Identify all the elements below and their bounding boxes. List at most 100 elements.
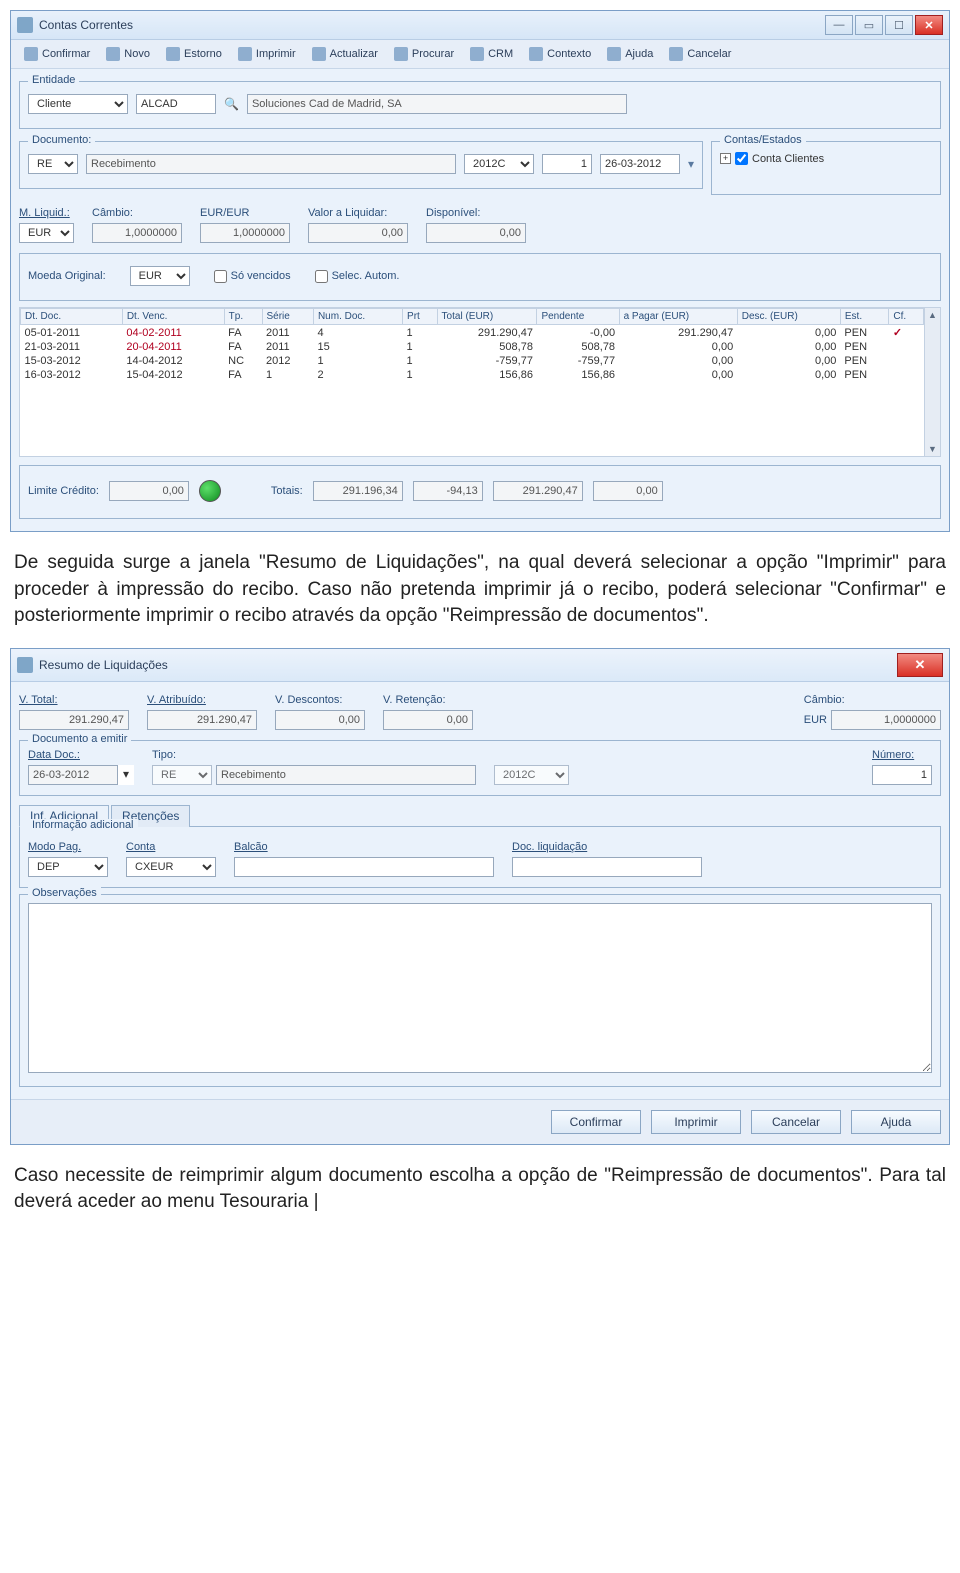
documento-emitir-group: Documento a emitir Data Doc.: ▾ Tipo: RE… <box>19 740 941 796</box>
valor-liquidar-label: Valor a Liquidar: <box>308 207 408 219</box>
search-icon[interactable]: 🔍 <box>224 97 239 111</box>
column-header[interactable]: a Pagar (EUR) <box>619 309 737 325</box>
column-header[interactable]: Série <box>262 309 313 325</box>
filtros-group: Moeda Original: EUR Só vencidos Selec. A… <box>19 253 941 301</box>
restore-button[interactable]: ▭ <box>855 15 883 35</box>
vret-field <box>383 710 473 730</box>
so-vencidos-checkbox[interactable]: Só vencidos <box>214 270 291 283</box>
scrollbar[interactable]: ▲ ▼ <box>924 308 940 456</box>
close-button[interactable]: ✕ <box>897 653 943 677</box>
disponivel-field <box>426 223 526 243</box>
table-row[interactable]: 16-03-201215-04-2012FA121156,86156,860,0… <box>21 368 924 382</box>
column-header[interactable]: Num. Doc. <box>313 309 402 325</box>
column-header[interactable]: Dt. Doc. <box>21 309 123 325</box>
tabs: Inf. Adicional Retenções <box>19 804 941 827</box>
documents-table[interactable]: Dt. Doc.Dt. Venc.Tp.SérieNum. Doc.PrtTot… <box>20 308 924 382</box>
mliquid-select[interactable]: EUR <box>19 223 74 243</box>
data-doc-label: Data Doc.: <box>28 749 134 761</box>
column-header[interactable]: Est. <box>840 309 889 325</box>
estorno-icon <box>166 47 180 61</box>
doc-periodo-select[interactable]: 2012C <box>464 154 534 174</box>
modo-pag-select[interactable]: DEP <box>28 857 108 877</box>
minimize-button[interactable]: — <box>825 15 853 35</box>
doc-liq-input[interactable] <box>512 857 702 877</box>
info-adicional-group: Informação adicional Modo Pag. DEP Conta… <box>19 827 941 888</box>
balcao-input[interactable] <box>234 857 494 877</box>
total-3-field <box>493 481 583 501</box>
toolbar: ConfirmarNovoEstornoImprimirActualizarPr… <box>11 40 949 69</box>
valor-liquidar-field <box>308 223 408 243</box>
context-icon <box>529 47 543 61</box>
column-header[interactable]: Dt. Venc. <box>122 309 224 325</box>
vret-label: V. Retenção: <box>383 694 473 706</box>
cambio2-field <box>831 710 941 730</box>
doc-liq-label: Doc. liquidação <box>512 841 702 853</box>
titlebar[interactable]: Resumo de Liquidações ✕ <box>11 649 949 682</box>
tree-label: Conta Clientes <box>752 153 824 165</box>
column-header[interactable]: Prt <box>403 309 438 325</box>
column-header[interactable]: Total (EUR) <box>437 309 537 325</box>
modo-pag-label: Modo Pag. <box>28 841 108 853</box>
contexto-button[interactable]: Contexto <box>522 44 598 64</box>
vdesc-field <box>275 710 365 730</box>
cancelar-button[interactable]: Cancelar <box>662 44 738 64</box>
procurar-button[interactable]: Procurar <box>387 44 461 64</box>
maximize-button[interactable]: ☐ <box>885 15 913 35</box>
column-header[interactable]: Cf. <box>889 309 924 325</box>
conta-select[interactable]: CXEUR <box>126 857 216 877</box>
data-doc-field[interactable] <box>28 765 118 785</box>
resumo-liquidacoes-window: Resumo de Liquidações ✕ V. Total: V. Atr… <box>10 648 950 1145</box>
total-2-field <box>413 481 483 501</box>
column-header[interactable]: Desc. (EUR) <box>737 309 840 325</box>
crm-icon <box>470 47 484 61</box>
paragraph-2: Caso necessite de reimprimir algum docum… <box>14 1163 946 1216</box>
tree-node[interactable]: + Conta Clientes <box>720 150 932 167</box>
expand-icon[interactable]: + <box>720 153 731 164</box>
conta-label: Conta <box>126 841 216 853</box>
conta-clientes-checkbox[interactable] <box>735 152 748 165</box>
confirmar-button[interactable]: Confirmar <box>551 1110 641 1134</box>
scroll-up-icon[interactable]: ▲ <box>928 310 937 320</box>
button-bar: Confirmar Imprimir Cancelar Ajuda <box>11 1099 949 1144</box>
calendar-dropdown-icon[interactable]: ▾ <box>118 765 134 785</box>
crm-button[interactable]: CRM <box>463 44 520 64</box>
actualizar-button[interactable]: Actualizar <box>305 44 385 64</box>
entidade-codigo-input[interactable] <box>136 94 216 114</box>
column-header[interactable]: Tp. <box>224 309 262 325</box>
doc-num-input[interactable] <box>542 154 592 174</box>
doc-date-input[interactable] <box>600 154 680 174</box>
cancel-icon <box>669 47 683 61</box>
paragraph-1: De seguida surge a janela "Resumo de Liq… <box>14 550 946 630</box>
limite-credito-field <box>109 481 189 501</box>
moeda-orig-select[interactable]: EUR <box>130 266 190 286</box>
window-title: Resumo de Liquidações <box>39 658 168 672</box>
scroll-down-icon[interactable]: ▼ <box>928 444 937 454</box>
confirmar-button[interactable]: Confirmar <box>17 44 97 64</box>
calendar-icon[interactable]: ▾ <box>688 157 694 171</box>
observacoes-textarea[interactable] <box>28 903 932 1073</box>
mliquid-label: M. Liquid.: <box>19 207 74 219</box>
contas-estados-group: Contas/Estados + Conta Clientes <box>711 141 941 195</box>
table-row[interactable]: 15-03-201214-04-2012NC201211-759,77-759,… <box>21 354 924 368</box>
totais-label: Totais: <box>271 485 303 497</box>
entidade-tipo-select[interactable]: Cliente <box>28 94 128 114</box>
table-row[interactable]: 21-03-201120-04-2011FA2011151508,78508,7… <box>21 340 924 354</box>
titlebar[interactable]: Contas Correntes — ▭ ☐ ✕ <box>11 11 949 40</box>
ajuda-button[interactable]: Ajuda <box>851 1110 941 1134</box>
imprimir-button[interactable]: Imprimir <box>231 44 303 64</box>
estorno-button[interactable]: Estorno <box>159 44 229 64</box>
total-1-field <box>313 481 403 501</box>
confirm-icon <box>24 47 38 61</box>
cancelar-button[interactable]: Cancelar <box>751 1110 841 1134</box>
selec-autom-checkbox[interactable]: Selec. Autom. <box>315 270 400 283</box>
table-row[interactable]: 05-01-201104-02-2011FA201141291.290,47-0… <box>21 325 924 341</box>
search-icon <box>394 47 408 61</box>
tipo-label: Tipo: <box>152 749 476 761</box>
ajuda-button[interactable]: Ajuda <box>600 44 660 64</box>
close-button[interactable]: ✕ <box>915 15 943 35</box>
novo-button[interactable]: Novo <box>99 44 157 64</box>
numero-input[interactable] <box>872 765 932 785</box>
column-header[interactable]: Pendente <box>537 309 619 325</box>
imprimir-button[interactable]: Imprimir <box>651 1110 741 1134</box>
doc-tipo-select[interactable]: RE <box>28 154 78 174</box>
